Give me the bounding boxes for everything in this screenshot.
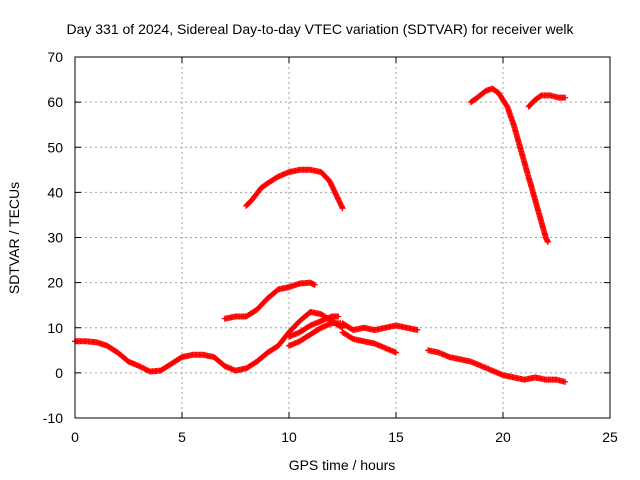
series-trace-9	[467, 85, 551, 245]
data-point	[336, 199, 343, 206]
series-trace-6	[339, 329, 399, 356]
x-tick-label: 5	[178, 429, 186, 445]
data-point	[142, 366, 149, 373]
data-point	[562, 378, 569, 385]
x-axis-label: GPS time / hours	[289, 457, 396, 473]
y-tick-label: 50	[47, 139, 63, 155]
series-trace-3	[243, 166, 346, 212]
y-tick-label: 10	[47, 320, 63, 336]
x-tick-label: 0	[71, 429, 79, 445]
series-trace-5	[286, 320, 344, 349]
series-trace-4	[286, 313, 342, 340]
x-tick-label: 20	[495, 429, 511, 445]
y-tick-label: 70	[47, 49, 63, 65]
data-point	[339, 205, 346, 212]
x-tick-label: 10	[281, 429, 297, 445]
series-trace-7	[339, 320, 421, 333]
y-tick-label: 20	[47, 275, 63, 291]
x-tick-label: 15	[388, 429, 404, 445]
x-axis: 0 5 10 15 20 25	[71, 57, 618, 445]
series-trace-8	[425, 347, 569, 385]
y-tick-label: -10	[43, 410, 63, 426]
y-tick-label: 60	[47, 94, 63, 110]
y-axis: -10 0 10 20 30 40 50 60 70	[43, 49, 610, 426]
data-point	[311, 281, 318, 288]
data-point	[338, 202, 345, 209]
data-point	[335, 313, 342, 320]
data-point	[562, 94, 569, 101]
data-point	[414, 327, 421, 333]
data-point	[332, 190, 339, 197]
y-axis-label: SDTVAR / TECUs	[6, 182, 22, 294]
series-trace-1	[72, 309, 346, 375]
data-point	[333, 193, 340, 199]
y-tick-label: 30	[47, 230, 63, 246]
series-trace-2	[221, 279, 318, 322]
y-tick-label: 0	[55, 365, 63, 381]
data-marks	[72, 85, 569, 385]
chart-title: Day 331 of 2024, Sidereal Day-to-day VTE…	[66, 21, 574, 37]
y-tick-label: 40	[47, 184, 63, 200]
x-tick-label: 25	[602, 429, 618, 445]
data-point	[393, 349, 399, 356]
series-trace-10	[525, 92, 569, 110]
grid	[75, 57, 610, 418]
data-point	[544, 239, 551, 245]
